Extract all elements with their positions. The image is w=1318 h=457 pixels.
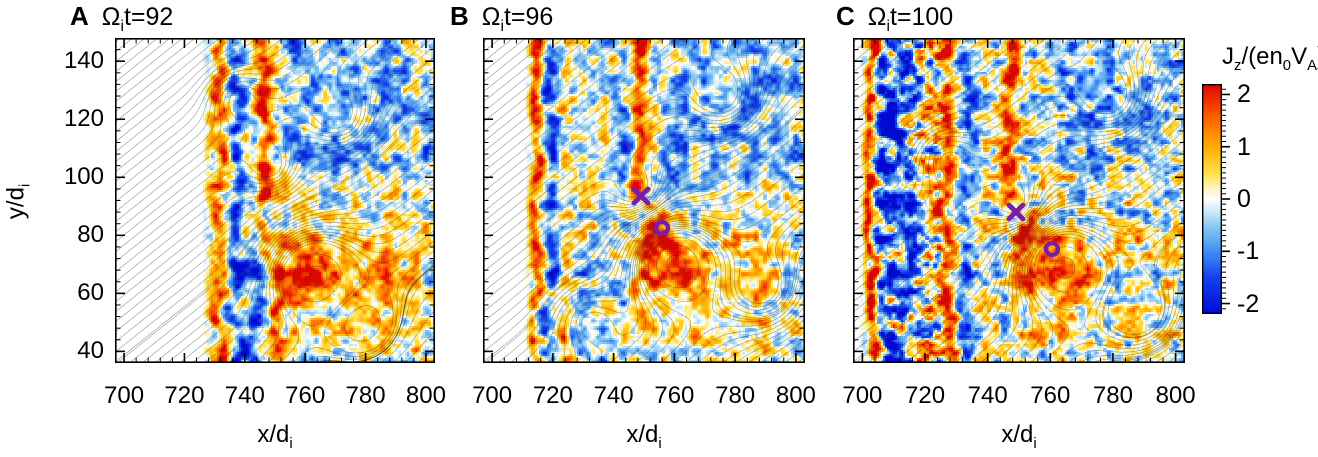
x-axis-label: x/di [257, 421, 293, 452]
x-tick-label: 780 [345, 382, 386, 409]
x-tick-label: 720 [905, 382, 946, 409]
y-axis-label: y/di [2, 183, 34, 220]
colorbar-tick-label: -2 [1237, 289, 1260, 318]
x-tick-label: 700 [842, 382, 883, 409]
colorbar-tick-label: 1 [1237, 132, 1251, 161]
colorbar-tick-label: 2 [1237, 80, 1251, 109]
x-tick-label: 720 [164, 382, 205, 409]
panel-b-time-label: Ωit=96 [481, 3, 554, 35]
x-tick-label: 800 [1155, 382, 1196, 409]
panel-a [115, 38, 435, 363]
panel-c-title: C Ωit=100 [836, 1, 953, 42]
y-tick-label: 60 [77, 279, 104, 307]
x-tick-label: 700 [472, 382, 513, 409]
x-tick-label: 740 [967, 382, 1008, 409]
x-tick-label: 740 [224, 382, 265, 409]
o-point-marker [1041, 238, 1063, 260]
panel-a-heatmap [115, 38, 435, 363]
y-tick-label: 140 [63, 47, 104, 75]
x-tick-label: 760 [654, 382, 695, 409]
panel-b-title: B Ωit=96 [450, 1, 553, 42]
x-point-marker [1005, 201, 1027, 223]
colorbar-tick-label: -1 [1237, 237, 1260, 266]
x-tick-label: 780 [715, 382, 756, 409]
x-tick-label: 760 [1030, 382, 1071, 409]
x-tick-label: 800 [775, 382, 816, 409]
x-tick-label: 800 [405, 382, 446, 409]
y-tick-label: 100 [63, 163, 104, 191]
x-axis-label: x/di [626, 421, 662, 452]
panel-b [483, 38, 805, 363]
panel-c-time-label: Ωit=100 [867, 3, 954, 35]
x-tick-label: 740 [593, 382, 634, 409]
x-tick-label: 720 [532, 382, 573, 409]
y-tick-label: 120 [63, 105, 104, 133]
colorbar-title: Jz/(en0VA) [1222, 43, 1318, 74]
panel-c-letter: C [836, 1, 855, 31]
x-tick-label: 700 [104, 382, 145, 409]
o-point-marker [651, 217, 673, 239]
panel-a-time-label: Ωit=92 [101, 3, 174, 35]
panel-c-heatmap [853, 38, 1185, 363]
y-tick-label: 40 [77, 337, 104, 365]
colorbar [1202, 84, 1236, 314]
x-point-marker [630, 185, 652, 207]
colorbar-tick-label: 0 [1237, 185, 1251, 213]
panel-c [853, 38, 1185, 363]
x-tick-label: 760 [285, 382, 326, 409]
x-axis-label: x/di [1001, 421, 1037, 452]
panel-a-title: A Ωit=92 [70, 1, 173, 42]
y-tick-label: 80 [77, 221, 104, 249]
x-tick-label: 780 [1092, 382, 1133, 409]
panel-a-letter: A [70, 1, 89, 31]
panel-b-letter: B [450, 1, 469, 31]
